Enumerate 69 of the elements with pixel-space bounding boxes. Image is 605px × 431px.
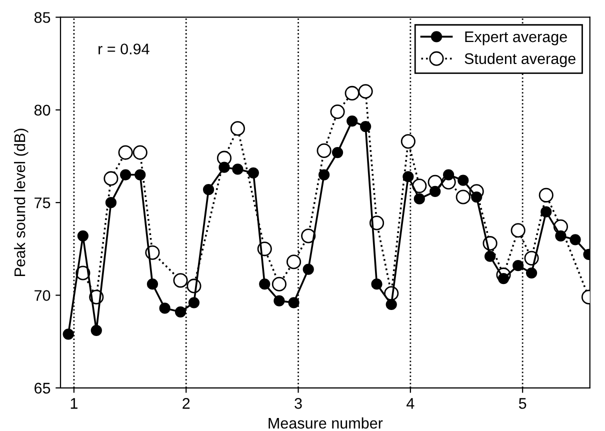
- point: [512, 260, 524, 272]
- point: [358, 84, 373, 99]
- point: [90, 324, 102, 336]
- point: [302, 264, 314, 275]
- point: [443, 169, 454, 180]
- point: [105, 197, 117, 208]
- point: [555, 230, 566, 242]
- legend-label: Student average: [464, 52, 576, 68]
- x-tick-label: 3: [294, 398, 302, 409]
- point: [570, 234, 581, 246]
- y-tick-label: 80: [34, 104, 50, 116]
- x-axis-title: Measure number: [268, 417, 383, 429]
- point: [402, 171, 414, 182]
- point: [104, 171, 118, 186]
- point: [259, 278, 270, 290]
- point: [540, 206, 552, 218]
- point: [318, 169, 330, 180]
- point: [371, 278, 382, 290]
- y-tick-label: 65: [34, 382, 50, 394]
- point: [386, 298, 397, 310]
- point: [146, 278, 158, 290]
- x-tick-label: 4: [406, 398, 414, 409]
- point: [316, 143, 332, 158]
- point: [120, 169, 132, 180]
- point: [248, 167, 259, 178]
- point: [132, 145, 148, 160]
- x-tick-label: 2: [182, 398, 190, 409]
- point: [62, 328, 74, 340]
- point: [174, 306, 186, 318]
- point: [412, 178, 427, 194]
- y-tick-label: 70: [34, 290, 50, 301]
- point: [526, 267, 538, 279]
- point: [414, 193, 425, 204]
- x-tick-label: 1: [70, 398, 78, 409]
- point: [456, 190, 470, 204]
- y-tick-label: 85: [34, 12, 50, 23]
- point: [538, 188, 554, 202]
- point: [202, 184, 214, 196]
- point: [510, 223, 526, 238]
- point: [346, 115, 358, 127]
- y-tick-label: 75: [34, 198, 50, 208]
- point: [458, 174, 469, 186]
- point: [344, 86, 360, 101]
- point: [232, 164, 244, 175]
- point: [430, 186, 441, 198]
- point: [159, 302, 170, 314]
- point: [330, 104, 345, 120]
- point: [188, 297, 200, 308]
- point: [484, 250, 496, 262]
- point: [272, 276, 286, 292]
- point: [134, 169, 146, 180]
- point: [288, 297, 300, 308]
- point: [286, 254, 302, 270]
- point: [230, 121, 245, 136]
- point: [218, 162, 230, 173]
- point: [274, 295, 285, 306]
- point: [118, 145, 133, 160]
- point: [301, 228, 316, 244]
- point: [471, 191, 482, 203]
- point: [77, 230, 88, 242]
- point: [360, 121, 372, 132]
- x-tick-label: 5: [518, 398, 526, 409]
- point: [400, 134, 416, 149]
- point: [498, 273, 510, 284]
- annotation: r = 0.94: [98, 44, 150, 54]
- legend-label: Expert average: [465, 32, 567, 46]
- point: [173, 273, 188, 288]
- point: [332, 146, 344, 158]
- y-axis-title: Peak sound level (dB): [14, 128, 28, 276]
